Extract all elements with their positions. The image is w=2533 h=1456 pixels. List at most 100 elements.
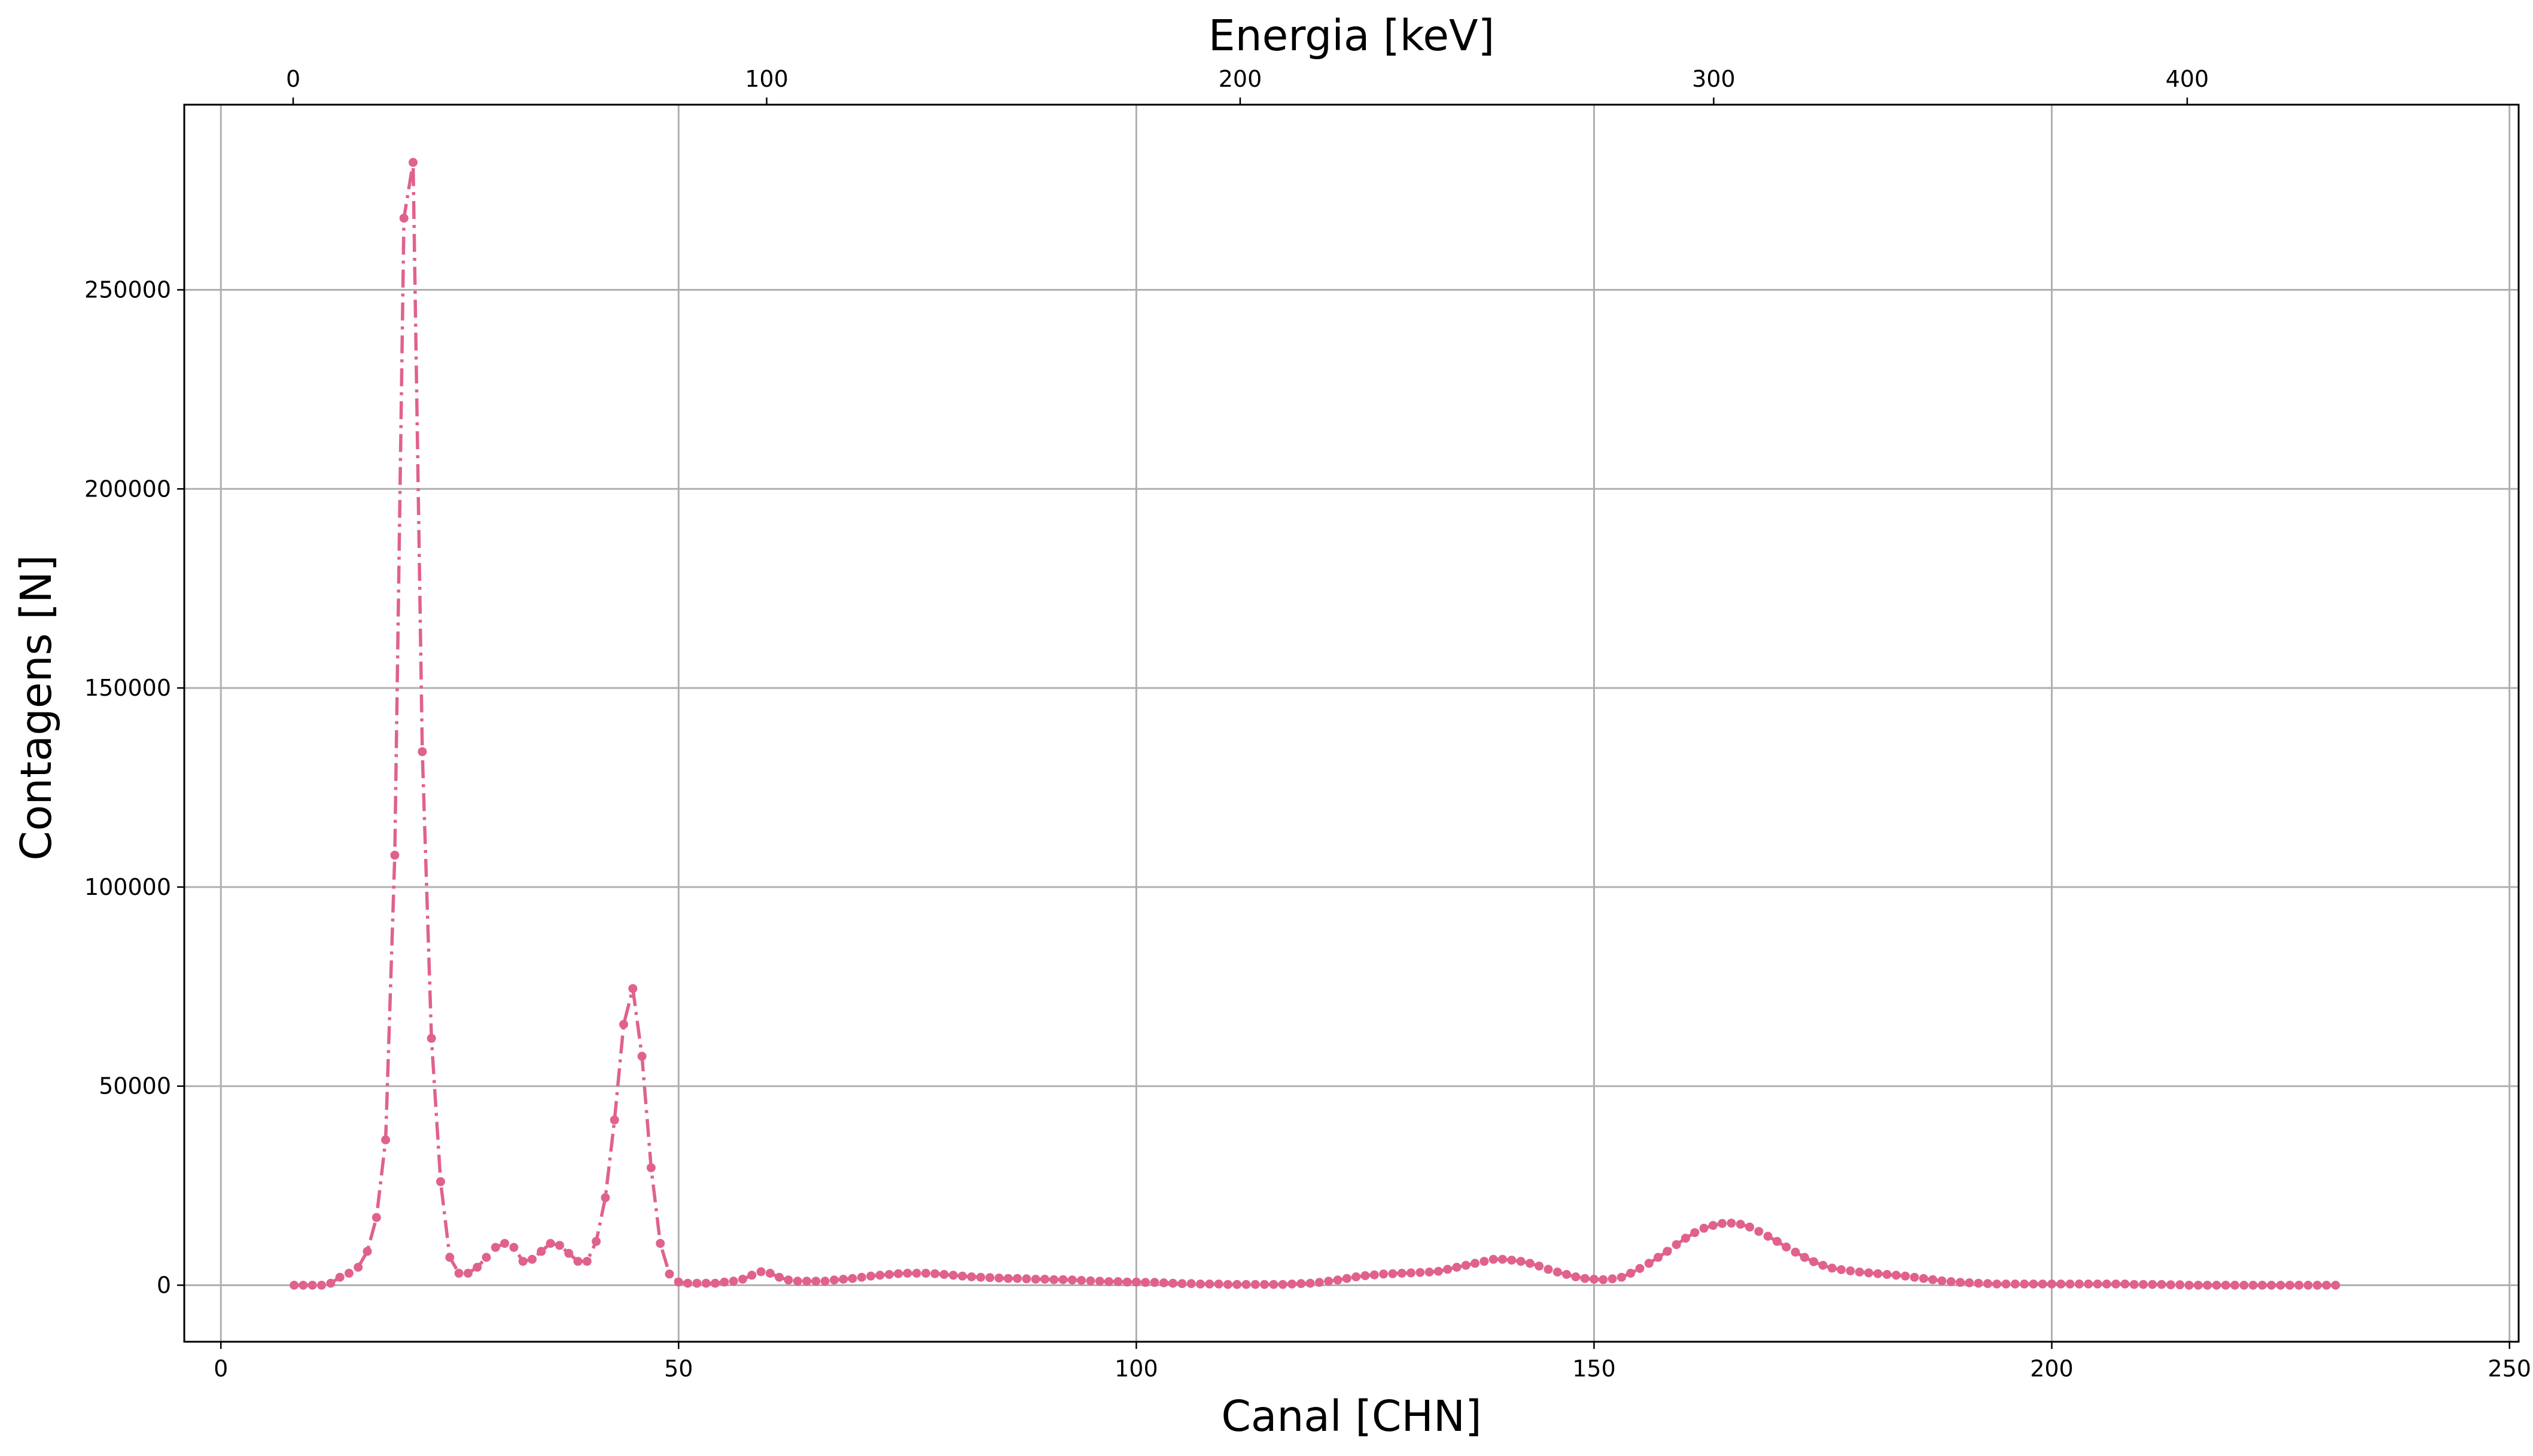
data-point [793, 1277, 802, 1286]
data-point [1471, 1259, 1480, 1268]
data-point [1278, 1280, 1287, 1289]
data-point [582, 1257, 592, 1266]
data-point [1910, 1272, 1919, 1282]
data-point [308, 1281, 317, 1290]
data-point [2267, 1281, 2276, 1290]
data-point [1406, 1268, 1415, 1278]
data-point [1616, 1272, 1626, 1282]
data-point [427, 1034, 436, 1043]
data-point [692, 1278, 702, 1288]
data-point [1122, 1277, 1132, 1287]
data-point [1022, 1274, 1031, 1284]
data-point [1672, 1240, 1681, 1250]
y-tick-label: 50000 [99, 1073, 171, 1099]
data-point [1433, 1266, 1443, 1276]
data-point [1599, 1275, 1608, 1284]
data-point [2102, 1280, 2111, 1289]
data-point [1956, 1278, 1965, 1287]
data-point [1086, 1276, 1095, 1286]
data-point [1067, 1275, 1077, 1285]
data-point [546, 1239, 555, 1248]
data-point [1800, 1253, 1809, 1262]
data-point [482, 1253, 491, 1262]
data-point [1818, 1260, 1828, 1270]
data-point [1241, 1280, 1251, 1289]
data-point [2020, 1280, 2029, 1289]
data-point [1718, 1219, 1727, 1228]
data-point [775, 1272, 784, 1282]
data-point [958, 1271, 967, 1281]
data-point [1708, 1221, 1718, 1230]
data-point [967, 1272, 976, 1281]
data-point [1250, 1280, 1260, 1289]
data-point [1837, 1265, 1846, 1274]
y-tick-label: 100000 [84, 874, 171, 900]
data-point [2010, 1280, 2020, 1289]
data-point [1608, 1274, 1617, 1284]
data-point [1461, 1260, 1471, 1270]
top-x-tick-label: 200 [1219, 66, 1262, 92]
data-point [1351, 1272, 1361, 1281]
data-point [1113, 1277, 1123, 1286]
data-point [564, 1248, 574, 1258]
data-point [1571, 1272, 1581, 1281]
data-point [866, 1271, 876, 1281]
data-point [491, 1242, 500, 1252]
data-point [1635, 1264, 1645, 1273]
data-point [2166, 1280, 2175, 1290]
data-point [2084, 1280, 2093, 1289]
grid-lines [184, 105, 2519, 1342]
data-point [418, 747, 427, 757]
data-point [2065, 1280, 2075, 1289]
data-point [1892, 1271, 1901, 1280]
data-point [930, 1269, 940, 1278]
data-point [1269, 1280, 1278, 1289]
data-point [1873, 1269, 1883, 1278]
data-point [509, 1242, 519, 1252]
data-point [573, 1257, 583, 1266]
data-point [1141, 1278, 1150, 1287]
top-x-axis-ticks: 0 100 200 300 400 [286, 66, 2209, 105]
data-point [1864, 1268, 1874, 1278]
data-point [1342, 1274, 1351, 1283]
data-point [756, 1267, 766, 1277]
top-x-tick-label: 100 [745, 66, 788, 92]
data-point [2285, 1281, 2294, 1290]
data-point [2331, 1281, 2340, 1290]
data-point [2139, 1280, 2148, 1289]
data-point [1937, 1276, 1947, 1286]
data-point [2312, 1281, 2322, 1290]
data-point [619, 1020, 628, 1029]
data-point [528, 1254, 537, 1264]
data-point [537, 1247, 546, 1256]
y-tick-label: 150000 [84, 675, 171, 701]
data-point [518, 1257, 528, 1266]
data-point [720, 1277, 729, 1287]
data-point [1360, 1271, 1370, 1280]
data-point [1552, 1268, 1562, 1277]
data-point [2047, 1280, 2057, 1289]
data-point [994, 1274, 1004, 1283]
data-point [948, 1271, 958, 1280]
data-point [1498, 1254, 1507, 1264]
data-point [701, 1278, 711, 1288]
data-point [985, 1273, 995, 1283]
data-point [1763, 1232, 1773, 1241]
data-point [1791, 1247, 1800, 1257]
data-point [500, 1239, 510, 1248]
data-point [1058, 1275, 1068, 1284]
top-x-axis-label: Energia [keV] [1208, 11, 1495, 60]
data-point [1965, 1278, 1974, 1287]
data-point [1488, 1254, 1498, 1264]
data-point [1452, 1263, 1462, 1272]
data-point [1168, 1278, 1178, 1288]
data-point [1699, 1223, 1709, 1233]
data-point [473, 1263, 482, 1272]
x-tick-label: 100 [1115, 1356, 1158, 1382]
data-point [1049, 1275, 1059, 1284]
data-point [1507, 1256, 1517, 1265]
data-point [1333, 1275, 1342, 1285]
data-point [1590, 1275, 1599, 1284]
data-point [1654, 1253, 1663, 1262]
data-point [344, 1269, 354, 1278]
